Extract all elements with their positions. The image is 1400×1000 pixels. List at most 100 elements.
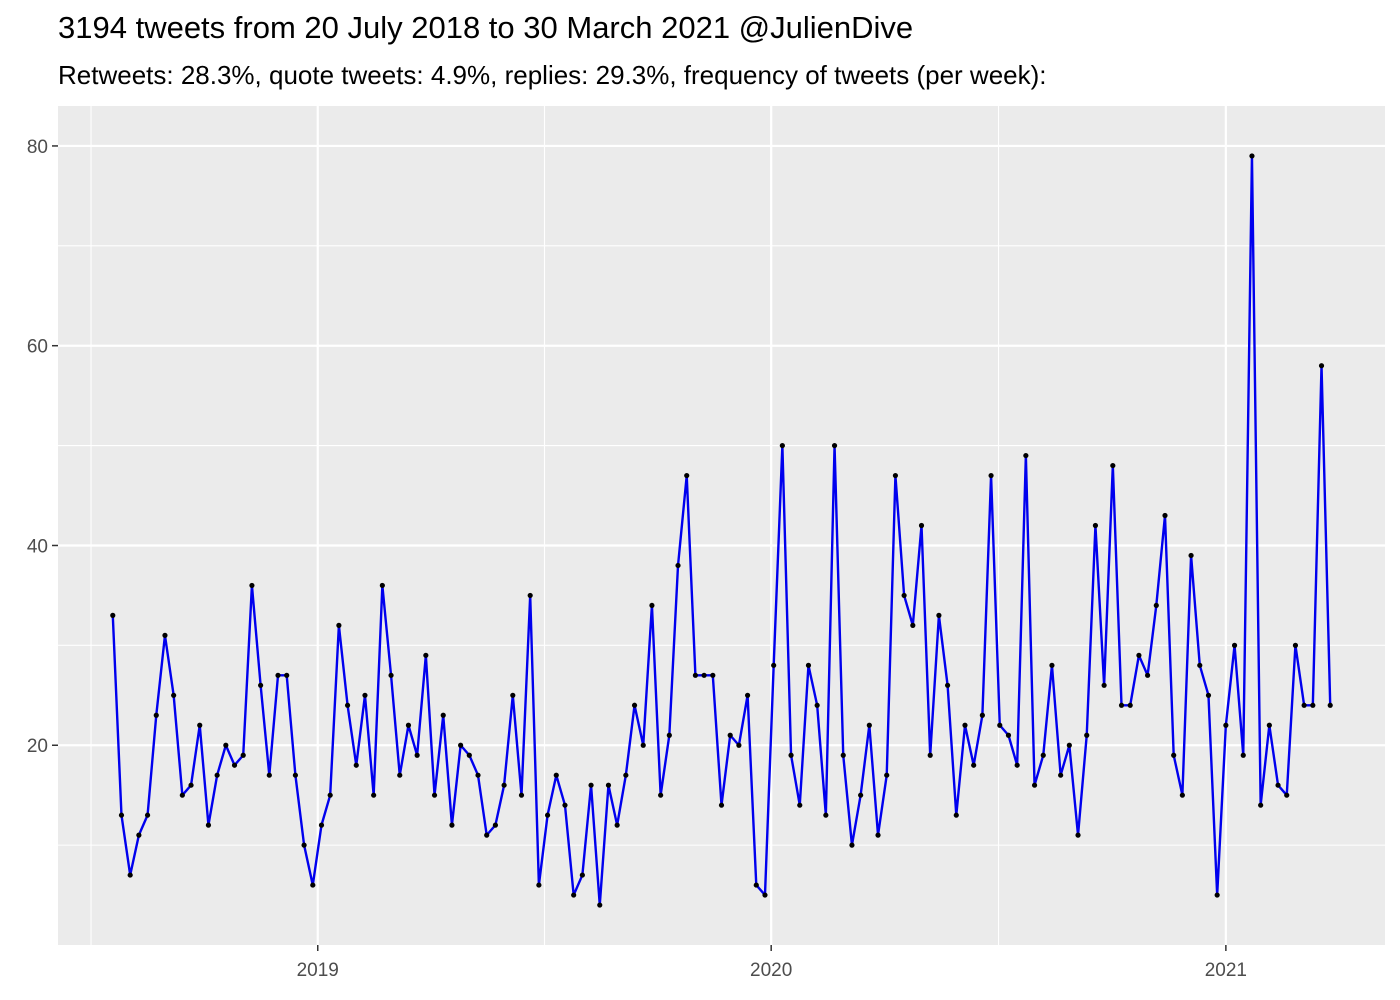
- data-point: [866, 722, 872, 728]
- data-point: [110, 612, 116, 618]
- major-gridlines: [58, 106, 1385, 945]
- data-point: [423, 652, 429, 658]
- data-point: [1205, 692, 1212, 698]
- data-point: [527, 592, 533, 599]
- data-point: [910, 622, 916, 628]
- data-point: [240, 752, 246, 758]
- data-point: [1240, 752, 1246, 758]
- data-point: [284, 672, 290, 678]
- data-point: [1153, 602, 1159, 609]
- y-tick-label: 60: [27, 337, 48, 358]
- data-point: [292, 772, 298, 778]
- data-point: [675, 562, 681, 569]
- data-point: [936, 612, 942, 618]
- data-point: [301, 842, 307, 848]
- chart-title: 3194 tweets from 20 July 2018 to 30 Marc…: [58, 10, 914, 45]
- minor-gridlines: [58, 106, 1385, 945]
- data-point: [231, 762, 238, 768]
- data-point: [927, 752, 933, 758]
- data-point: [1231, 642, 1238, 648]
- data-point: [1258, 802, 1264, 808]
- data-point: [223, 742, 229, 748]
- data-point: [1058, 772, 1064, 778]
- data-point: [944, 682, 951, 688]
- data-point: [344, 702, 351, 708]
- data-point: [988, 472, 994, 479]
- data-point: [1162, 512, 1168, 519]
- data-point: [536, 882, 542, 888]
- data-point: [1249, 153, 1255, 159]
- data-point: [562, 802, 568, 808]
- data-point: [1292, 642, 1299, 648]
- data-point: [371, 792, 377, 798]
- x-tick-label: 2020: [750, 960, 792, 981]
- y-tick-label: 40: [27, 536, 48, 557]
- data-point: [1275, 782, 1281, 788]
- x-axis-tick-labels: 2019 2020 2021: [297, 960, 1247, 981]
- data-point: [918, 522, 925, 529]
- data-point: [884, 772, 890, 778]
- data-point: [1075, 832, 1081, 838]
- data-point: [840, 752, 846, 758]
- data-point: [649, 602, 655, 609]
- data-point: [179, 792, 185, 798]
- data-point: [127, 872, 133, 878]
- data-point: [623, 772, 629, 778]
- chart-subtitle: Retweets: 28.3%, quote tweets: 4.9%, rep…: [58, 60, 1047, 90]
- data-point: [492, 822, 499, 828]
- data-point: [588, 782, 594, 788]
- data-point: [875, 832, 881, 838]
- data-point: [1136, 652, 1142, 658]
- data-point: [762, 892, 768, 898]
- data-point: [205, 822, 212, 828]
- data-point: [823, 812, 829, 818]
- data-point: [431, 792, 438, 798]
- data-point: [414, 752, 420, 758]
- data-point: [397, 772, 403, 778]
- data-point: [214, 772, 220, 778]
- data-point: [1118, 702, 1125, 708]
- data-point: [171, 692, 177, 698]
- data-point: [858, 792, 864, 798]
- data-point: [962, 722, 968, 728]
- data-point: [118, 812, 125, 818]
- data-point: [310, 882, 316, 888]
- data-point: [258, 682, 264, 688]
- data-point: [1214, 892, 1220, 898]
- data-point: [901, 592, 907, 599]
- data-point: [1127, 702, 1133, 708]
- data-point: [510, 692, 516, 698]
- data-point: [1171, 752, 1177, 758]
- data-point: [1049, 662, 1055, 668]
- data-point: [849, 842, 855, 848]
- data-point: [701, 672, 707, 678]
- data-point: [892, 472, 899, 479]
- series-points: [110, 153, 1333, 908]
- data-point: [162, 632, 168, 638]
- plot-panel: [58, 106, 1385, 945]
- data-point: [1145, 672, 1151, 678]
- data-point: [684, 472, 690, 479]
- data-point: [144, 812, 151, 818]
- data-point: [475, 772, 481, 778]
- data-point: [771, 662, 777, 668]
- data-point: [666, 732, 672, 738]
- data-point: [718, 802, 725, 808]
- data-point: [997, 722, 1003, 728]
- data-point: [614, 822, 620, 828]
- y-tick-label: 20: [27, 736, 48, 757]
- data-point: [327, 792, 333, 798]
- data-point: [1223, 722, 1229, 728]
- data-point: [1310, 702, 1316, 708]
- x-tick-label: 2019: [297, 960, 339, 981]
- data-point: [605, 782, 612, 788]
- data-point: [579, 872, 585, 878]
- data-point: [631, 702, 638, 708]
- data-point: [1005, 732, 1012, 738]
- y-axis-tick-labels: 20 40 60 80: [27, 137, 48, 757]
- data-point: [1084, 732, 1090, 738]
- data-point: [744, 692, 751, 698]
- axis-ticks: [52, 145, 1227, 951]
- data-point: [405, 722, 412, 728]
- data-point: [779, 442, 785, 449]
